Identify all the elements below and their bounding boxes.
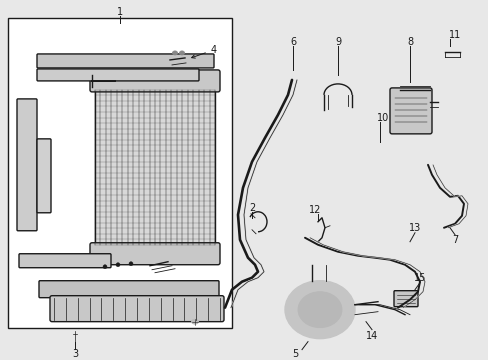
Text: 2: 2 [248, 203, 255, 213]
FancyBboxPatch shape [17, 99, 37, 231]
FancyBboxPatch shape [389, 88, 431, 134]
FancyBboxPatch shape [90, 70, 220, 92]
Circle shape [103, 265, 107, 269]
FancyBboxPatch shape [90, 243, 220, 265]
FancyBboxPatch shape [39, 281, 219, 298]
Text: 9: 9 [334, 37, 340, 47]
Text: 15: 15 [413, 273, 426, 283]
Circle shape [129, 262, 133, 266]
Text: 1: 1 [117, 7, 123, 17]
Ellipse shape [179, 51, 184, 55]
Text: 4: 4 [210, 45, 217, 55]
FancyBboxPatch shape [393, 291, 417, 307]
FancyBboxPatch shape [37, 139, 51, 213]
FancyBboxPatch shape [50, 296, 224, 322]
Text: 3: 3 [72, 348, 78, 359]
Circle shape [116, 263, 120, 267]
Bar [95, 90, 215, 245]
Text: 11: 11 [448, 30, 460, 40]
Ellipse shape [285, 281, 354, 339]
FancyBboxPatch shape [37, 69, 199, 81]
FancyBboxPatch shape [19, 254, 111, 268]
Text: 13: 13 [408, 223, 420, 233]
Text: 7: 7 [451, 235, 457, 245]
Text: 14: 14 [365, 330, 377, 341]
Text: 6: 6 [289, 37, 295, 47]
FancyBboxPatch shape [37, 54, 214, 68]
Bar [8, 18, 231, 328]
Ellipse shape [191, 319, 198, 324]
Text: 5: 5 [291, 348, 298, 359]
Ellipse shape [172, 51, 177, 55]
Text: 8: 8 [406, 37, 412, 47]
Text: 10: 10 [376, 113, 388, 123]
Ellipse shape [297, 292, 341, 328]
Text: 12: 12 [308, 205, 321, 215]
